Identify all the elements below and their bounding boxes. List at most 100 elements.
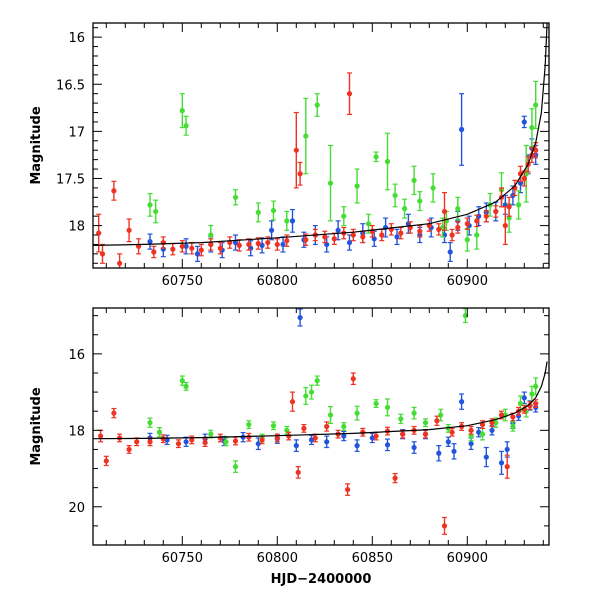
data-point xyxy=(324,439,330,445)
data-point xyxy=(498,460,505,466)
data-point xyxy=(270,207,277,214)
data-point xyxy=(246,241,252,248)
data-point xyxy=(170,246,176,252)
data-point xyxy=(517,400,524,407)
data-point xyxy=(270,423,277,429)
data-point xyxy=(289,218,296,224)
upper-panel: 60750 60800 60850 60900 16 16.5 17 17.5 18 Magnit… xyxy=(29,22,550,289)
data-point xyxy=(153,208,159,215)
data-point xyxy=(504,446,510,453)
data-point xyxy=(314,378,320,384)
data-point xyxy=(398,416,404,422)
data-point xyxy=(117,260,123,266)
data-point xyxy=(341,423,347,430)
data-point xyxy=(345,486,351,493)
data-point xyxy=(447,249,453,255)
data-point xyxy=(354,183,360,189)
data-point xyxy=(189,245,195,251)
data-point xyxy=(384,404,391,410)
data-point xyxy=(411,177,417,183)
series-0 xyxy=(147,308,539,475)
data-point xyxy=(175,441,182,447)
data-point xyxy=(98,433,104,439)
data-point xyxy=(455,224,461,231)
data-point xyxy=(451,448,457,454)
data-point xyxy=(373,154,379,160)
y-tick-label: 20 xyxy=(68,501,85,516)
data-point xyxy=(498,412,505,418)
data-point xyxy=(297,171,303,177)
x-axis-label: HJD−2400000 xyxy=(271,572,372,587)
data-point xyxy=(246,434,252,440)
data-point xyxy=(308,389,315,395)
plot-area xyxy=(93,308,548,535)
data-point xyxy=(208,232,214,238)
data-point xyxy=(189,437,195,443)
data-point xyxy=(303,237,309,243)
data-point xyxy=(516,202,522,208)
data-point xyxy=(255,441,261,447)
data-point xyxy=(314,102,320,108)
data-point xyxy=(455,206,461,212)
x-tick-label: 60900 xyxy=(447,551,488,566)
x-tick-label: 60900 xyxy=(447,274,488,289)
data-point xyxy=(289,399,296,405)
data-point xyxy=(493,420,499,426)
data-point xyxy=(147,439,153,445)
data-point xyxy=(295,469,301,475)
data-point xyxy=(284,238,290,244)
data-point xyxy=(111,410,117,416)
plot-area xyxy=(93,23,548,268)
series-1 xyxy=(147,308,539,473)
data-point xyxy=(504,464,510,470)
data-point xyxy=(147,239,153,245)
data-point xyxy=(379,232,385,238)
data-point xyxy=(506,204,512,210)
data-point xyxy=(350,232,356,238)
data-point xyxy=(449,232,455,238)
data-point xyxy=(493,208,499,215)
data-point xyxy=(417,198,423,204)
data-point xyxy=(183,243,189,249)
data-point xyxy=(202,439,208,446)
data-point xyxy=(402,206,408,212)
upper-y-axis-label: Magnitude xyxy=(29,106,44,185)
data-point xyxy=(293,443,299,449)
data-point xyxy=(183,383,189,389)
y-tick-label: 16 xyxy=(68,348,85,363)
series-0 xyxy=(147,93,539,263)
data-point xyxy=(468,427,474,433)
data-point xyxy=(134,439,140,445)
data-point xyxy=(479,431,486,437)
data-point xyxy=(223,439,229,445)
data-point xyxy=(360,234,366,240)
data-point xyxy=(259,437,265,443)
y-tick-label: 18 xyxy=(68,220,85,235)
y-tick-label: 16.5 xyxy=(56,78,85,93)
data-point xyxy=(483,454,489,460)
data-point xyxy=(411,444,417,451)
data-point xyxy=(464,237,470,243)
data-point xyxy=(274,435,280,441)
data-point xyxy=(468,441,474,447)
data-point xyxy=(179,108,185,114)
data-point xyxy=(179,378,185,384)
series-2 xyxy=(98,372,539,535)
model-curve xyxy=(93,23,548,246)
data-point xyxy=(126,446,132,453)
data-point xyxy=(327,180,334,186)
data-point xyxy=(208,431,214,437)
data-point xyxy=(335,227,341,233)
data-point xyxy=(354,443,360,449)
panel-frame xyxy=(92,22,550,269)
data-point xyxy=(373,433,379,439)
data-point xyxy=(521,175,527,182)
data-point xyxy=(194,251,201,257)
data-point xyxy=(400,431,406,437)
data-point xyxy=(436,226,442,232)
data-point xyxy=(354,410,360,416)
lower-panel: 60750 60800 60850 60900 16 18 20 Magnitude HJD−2… xyxy=(29,307,550,587)
data-point xyxy=(111,188,117,194)
data-point xyxy=(99,251,106,257)
data-point xyxy=(422,420,429,426)
